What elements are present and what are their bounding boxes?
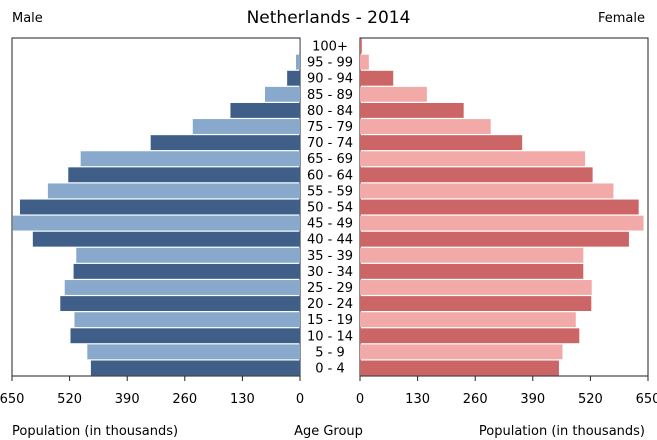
age-group-label: 20 - 24 bbox=[307, 297, 353, 312]
male-bar bbox=[80, 151, 300, 167]
age-group-label: 15 - 19 bbox=[307, 313, 353, 328]
female-x-tick-label: 260 bbox=[463, 392, 488, 407]
male-bar bbox=[74, 312, 300, 328]
female-bar bbox=[360, 247, 584, 263]
female-bar bbox=[360, 86, 427, 102]
male-bar bbox=[60, 296, 301, 312]
female-bar bbox=[360, 263, 584, 279]
age-group-label: 60 - 64 bbox=[307, 168, 353, 183]
age-group-label: 80 - 84 bbox=[307, 104, 353, 119]
male-bar bbox=[296, 54, 300, 70]
male-bar bbox=[64, 280, 300, 295]
male-label: Male bbox=[12, 11, 43, 26]
female-bar bbox=[360, 199, 639, 215]
male-bar bbox=[87, 344, 300, 360]
male-x-tick-label: 390 bbox=[115, 392, 140, 407]
female-x-tick-label: 130 bbox=[405, 392, 430, 407]
age-group-label: 90 - 94 bbox=[307, 72, 353, 87]
male-bar bbox=[47, 183, 301, 199]
age-group-label: 0 - 4 bbox=[315, 361, 345, 376]
female-bar bbox=[360, 183, 614, 199]
age-group-label: 35 - 39 bbox=[307, 249, 353, 264]
female-bar bbox=[360, 296, 592, 312]
male-bar bbox=[150, 135, 300, 151]
age-group-label: 70 - 74 bbox=[307, 136, 353, 151]
female-bar bbox=[360, 135, 523, 151]
age-group-axis-label: Age Group bbox=[294, 424, 363, 439]
age-group-label: 10 - 14 bbox=[307, 329, 353, 344]
female-bar bbox=[360, 360, 559, 376]
male-bar bbox=[32, 231, 300, 247]
female-bar bbox=[360, 70, 394, 86]
age-group-label: 30 - 34 bbox=[307, 265, 353, 280]
male-bar bbox=[76, 247, 300, 263]
male-bar bbox=[90, 360, 300, 376]
female-bar bbox=[360, 102, 464, 118]
male-bar bbox=[192, 119, 300, 134]
x-axis-label-male: Population (in thousands) bbox=[12, 424, 179, 439]
male-bar bbox=[230, 102, 300, 118]
age-group-label: 50 - 54 bbox=[307, 201, 353, 216]
x-axis-label-female: Population (in thousands) bbox=[478, 424, 645, 439]
age-group-label: 95 - 99 bbox=[307, 56, 353, 71]
female-x-tick-label: 650 bbox=[636, 392, 657, 407]
female-x-tick-label: 0 bbox=[356, 392, 364, 407]
age-group-label: 100+ bbox=[312, 40, 348, 55]
female-bar bbox=[360, 215, 644, 231]
age-group-label: 85 - 89 bbox=[307, 88, 353, 103]
female-bar bbox=[360, 119, 491, 134]
age-group-label: 5 - 9 bbox=[315, 345, 345, 360]
female-x-tick-label: 390 bbox=[520, 392, 545, 407]
female-bar bbox=[360, 280, 592, 295]
male-bar bbox=[287, 70, 300, 86]
female-bar bbox=[360, 38, 362, 54]
male-bar bbox=[19, 199, 301, 215]
male-bar bbox=[12, 215, 300, 231]
female-bar bbox=[360, 344, 563, 360]
male-x-tick-label: 520 bbox=[57, 392, 82, 407]
female-bar bbox=[360, 167, 593, 183]
female-bar bbox=[360, 312, 576, 328]
male-bar bbox=[68, 167, 300, 183]
male-x-tick-label: 260 bbox=[172, 392, 197, 407]
age-group-label: 40 - 44 bbox=[307, 233, 353, 248]
male-bar bbox=[73, 263, 300, 279]
female-bar bbox=[360, 231, 629, 247]
age-group-label: 65 - 69 bbox=[307, 152, 353, 167]
male-bar bbox=[70, 328, 301, 344]
age-group-label: 75 - 79 bbox=[307, 120, 353, 135]
female-x-tick-label: 520 bbox=[578, 392, 603, 407]
age-group-label: 45 - 49 bbox=[307, 217, 353, 232]
age-group-label: 55 - 59 bbox=[307, 184, 353, 199]
male-bar bbox=[264, 86, 300, 102]
female-label: Female bbox=[597, 11, 645, 26]
age-group-label: 25 - 29 bbox=[307, 281, 353, 296]
male-x-tick-label: 130 bbox=[230, 392, 255, 407]
male-x-tick-label: 0 bbox=[296, 392, 304, 407]
female-bar bbox=[360, 328, 580, 344]
female-bar bbox=[360, 54, 369, 70]
chart-title: Netherlands - 2014 bbox=[246, 8, 411, 28]
female-bar bbox=[360, 151, 586, 167]
male-x-tick-label: 650 bbox=[0, 392, 24, 407]
